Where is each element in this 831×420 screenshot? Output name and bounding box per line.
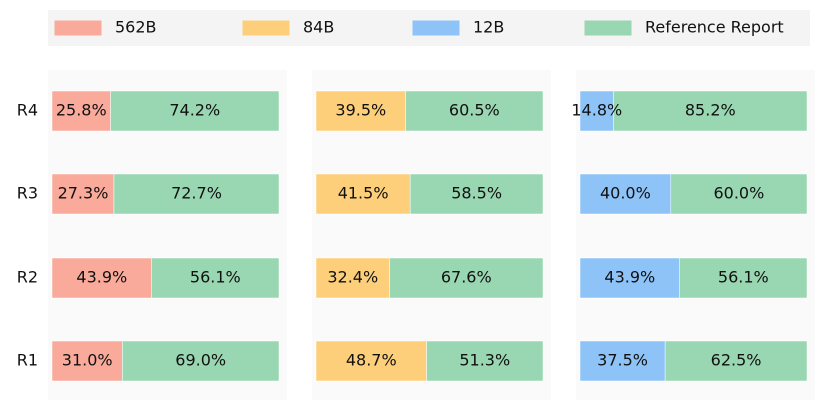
- bar-segment: [315, 173, 411, 215]
- y-tick-label: R4: [17, 101, 38, 120]
- bar-segment: [405, 90, 544, 132]
- value-label: 37.5%: [597, 351, 648, 370]
- value-label: 14.8%: [571, 101, 622, 120]
- value-label: 56.1%: [190, 268, 241, 287]
- bar-segment: [51, 257, 152, 299]
- value-label: 74.2%: [169, 101, 220, 120]
- bar-segment: [579, 90, 614, 132]
- legend-swatch: [412, 20, 460, 36]
- bar-segment: [315, 90, 406, 132]
- bar-segment: [670, 173, 808, 215]
- bar-segment: [110, 90, 280, 132]
- value-label: 40.0%: [600, 184, 651, 203]
- value-label: 31.0%: [62, 351, 113, 370]
- value-label: 56.1%: [718, 268, 769, 287]
- value-label: 58.5%: [451, 184, 502, 203]
- value-label: 67.6%: [441, 268, 492, 287]
- value-label: 72.7%: [171, 184, 222, 203]
- legend-swatch: [584, 20, 632, 36]
- bar-segment: [579, 257, 680, 299]
- bar-segment: [389, 257, 544, 299]
- legend-swatch: [242, 20, 290, 36]
- value-label: 60.5%: [449, 101, 500, 120]
- bar-segment: [426, 340, 544, 382]
- value-label: 51.3%: [459, 351, 510, 370]
- bar-segment: [664, 340, 808, 382]
- y-tick-label: R3: [17, 184, 38, 203]
- value-label: 41.5%: [338, 184, 389, 203]
- bar-segment: [315, 257, 390, 299]
- legend-label: 562B: [115, 18, 157, 37]
- y-tick-label: R1: [17, 351, 38, 370]
- bar-segment: [579, 340, 666, 382]
- bar-segment: [122, 340, 280, 382]
- value-label: 69.0%: [175, 351, 226, 370]
- value-label: 62.5%: [711, 351, 762, 370]
- value-label: 39.5%: [335, 101, 386, 120]
- legend-label: 12B: [473, 18, 504, 37]
- value-label: 60.0%: [713, 184, 764, 203]
- value-label: 25.8%: [56, 101, 107, 120]
- value-label: 85.2%: [685, 101, 736, 120]
- bar-segment: [679, 257, 808, 299]
- bar-segment: [579, 173, 672, 215]
- value-label: 43.9%: [604, 268, 655, 287]
- legend-label: Reference Report: [645, 18, 784, 37]
- value-label: 43.9%: [76, 268, 127, 287]
- bar-segment: [315, 340, 427, 382]
- value-label: 27.3%: [58, 184, 109, 203]
- legend-label: 84B: [303, 18, 334, 37]
- y-tick-label: R2: [17, 268, 38, 287]
- bar-segment: [409, 173, 544, 215]
- bar-segment: [51, 90, 111, 132]
- legend-swatch: [54, 20, 102, 36]
- value-label: 32.4%: [327, 268, 378, 287]
- bar-segment: [613, 90, 808, 132]
- value-label: 48.7%: [346, 351, 397, 370]
- bar-segment: [151, 257, 280, 299]
- bar-segment: [113, 173, 280, 215]
- bar-segment: [51, 340, 123, 382]
